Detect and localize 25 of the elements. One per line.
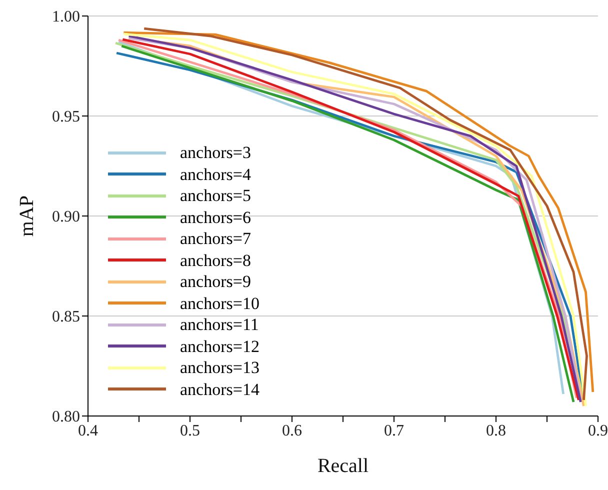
- legend-label: anchors=5: [180, 185, 251, 206]
- legend-label: anchors=4: [180, 164, 251, 185]
- legend-label: anchors=7: [180, 228, 251, 250]
- y-tick-label: 0.90: [52, 208, 80, 226]
- x-tick-label: 0.9: [588, 422, 608, 440]
- legend-label: anchors=13: [180, 357, 260, 378]
- x-tick-label: 0.6: [282, 422, 302, 440]
- y-tick-label: 0.85: [52, 308, 80, 326]
- y-tick-label: 0.95: [52, 108, 80, 126]
- x-tick-label: 0.5: [180, 422, 200, 440]
- legend-label: anchors=6: [180, 206, 251, 228]
- legend-label: anchors=3: [180, 142, 251, 164]
- y-tick-label: 1.00: [52, 8, 80, 26]
- legend-label: anchors=12: [180, 336, 260, 357]
- legend-label: anchors=14: [180, 378, 260, 400]
- y-tick-label: 0.80: [52, 408, 80, 426]
- legend-label: anchors=11: [180, 314, 259, 336]
- x-axis-title: Recall: [317, 455, 369, 477]
- legend-label: anchors=9: [180, 271, 251, 292]
- x-tick-label: 0.4: [78, 422, 98, 440]
- x-tick-label: 0.8: [486, 422, 506, 440]
- legend-label: anchors=10: [180, 292, 260, 314]
- legend-label: anchors=8: [180, 250, 251, 271]
- y-axis-title: mAP: [16, 195, 38, 237]
- x-tick-label: 0.7: [384, 422, 404, 440]
